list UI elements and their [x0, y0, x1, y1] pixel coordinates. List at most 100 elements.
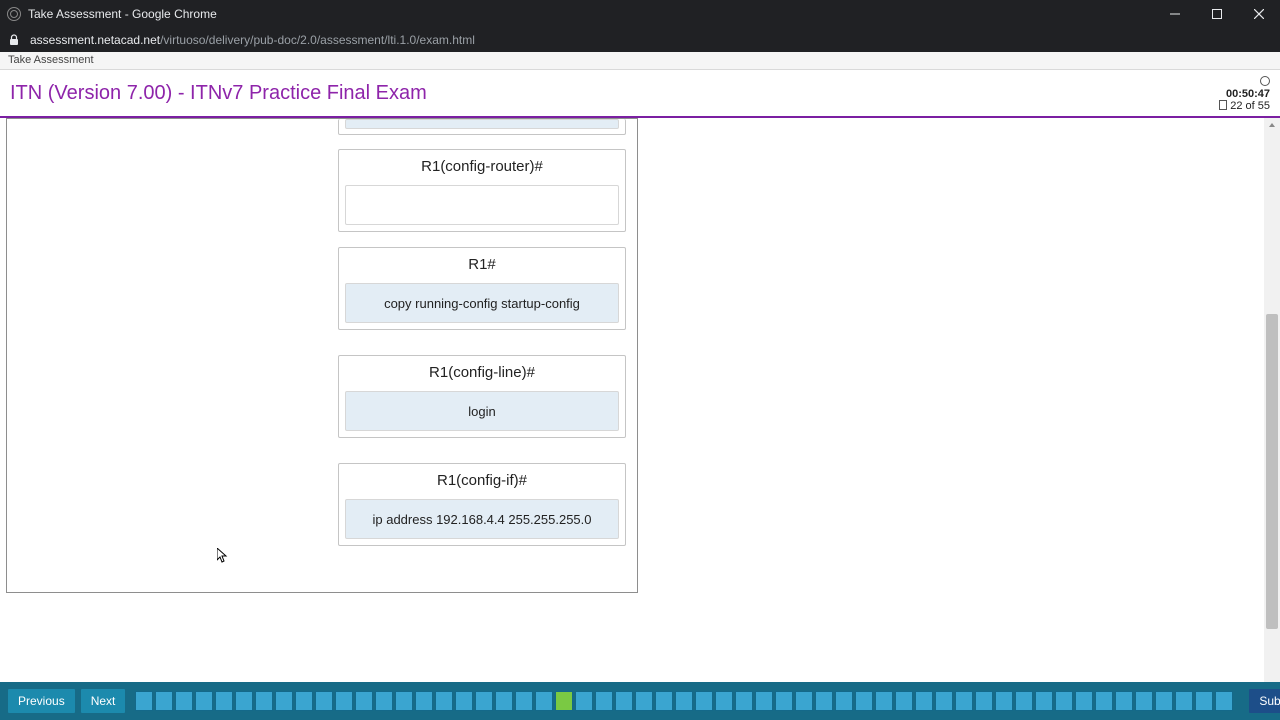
question-nav-box[interactable]: [595, 691, 613, 711]
question-box: R1(config-router)# R1# copy running-conf…: [6, 118, 638, 593]
question-nav-box[interactable]: [855, 691, 873, 711]
question-nav-box[interactable]: [615, 691, 633, 711]
question-nav-box[interactable]: [355, 691, 373, 711]
question-nav-box[interactable]: [1055, 691, 1073, 711]
scroll-up-icon[interactable]: [1264, 118, 1280, 132]
question-nav-box[interactable]: [875, 691, 893, 711]
question-nav-box[interactable]: [695, 691, 713, 711]
question-nav-box[interactable]: [935, 691, 953, 711]
scrollbar[interactable]: [1264, 118, 1280, 682]
question-nav-box[interactable]: [375, 691, 393, 711]
question-nav-box[interactable]: [835, 691, 853, 711]
slot-prompt: R1(config-if)#: [339, 464, 625, 499]
exam-navbar: Previous Next Submit: [0, 682, 1280, 720]
question-nav-box[interactable]: [635, 691, 653, 711]
question-nav-box[interactable]: [735, 691, 753, 711]
question-nav-box[interactable]: [175, 691, 193, 711]
doc-icon: [1219, 100, 1227, 110]
slot-prompt: R1(config-router)#: [339, 150, 625, 185]
address-bar[interactable]: assessment.netacad.net/virtuoso/delivery…: [0, 28, 1280, 52]
question-nav-box[interactable]: [455, 691, 473, 711]
drop-slot[interactable]: R1(config-line)# login: [338, 355, 626, 438]
question-nav-box[interactable]: [675, 691, 693, 711]
drop-target[interactable]: copy running-config startup-config: [345, 283, 619, 323]
drop-target[interactable]: [345, 185, 619, 225]
question-nav-box[interactable]: [815, 691, 833, 711]
question-nav-box[interactable]: [975, 691, 993, 711]
question-nav-box[interactable]: [775, 691, 793, 711]
drop-slot[interactable]: R1(config-router)#: [338, 149, 626, 232]
slot-answer: copy running-config startup-config: [384, 296, 580, 311]
question-nav-box[interactable]: [1015, 691, 1033, 711]
question-nav-box[interactable]: [655, 691, 673, 711]
question-nav-box[interactable]: [435, 691, 453, 711]
slot-answer: ip address 192.168.4.4 255.255.255.0: [372, 512, 591, 527]
lock-icon: [8, 34, 20, 46]
slot-prompt: R1(config-line)#: [339, 356, 625, 391]
question-nav-box[interactable]: [335, 691, 353, 711]
submit-button[interactable]: Submit: [1249, 689, 1280, 713]
question-nav-box[interactable]: [255, 691, 273, 711]
question-nav-box[interactable]: [395, 691, 413, 711]
question-nav-box[interactable]: [955, 691, 973, 711]
url-path: /virtuoso/delivery/pub-doc/2.0/assessmen…: [160, 33, 475, 47]
question-nav-box[interactable]: [515, 691, 533, 711]
question-nav-box[interactable]: [275, 691, 293, 711]
slot-answer: login: [468, 404, 495, 419]
question-nav-box[interactable]: [295, 691, 313, 711]
drop-slot[interactable]: R1# copy running-config startup-config: [338, 247, 626, 330]
question-nav-box[interactable]: [1195, 691, 1213, 711]
question-nav-box[interactable]: [135, 691, 153, 711]
question-nav-box[interactable]: [415, 691, 433, 711]
question-nav-box[interactable]: [315, 691, 333, 711]
question-nav-box[interactable]: [895, 691, 913, 711]
question-nav-box[interactable]: [1035, 691, 1053, 711]
question-nav-box[interactable]: [475, 691, 493, 711]
next-button[interactable]: Next: [81, 689, 126, 713]
question-nav-box[interactable]: [1215, 691, 1233, 711]
drop-slot[interactable]: R1(config-if)# ip address 192.168.4.4 25…: [338, 463, 626, 546]
question-nav-box[interactable]: [215, 691, 233, 711]
question-nav-box[interactable]: [235, 691, 253, 711]
question-nav-box[interactable]: [715, 691, 733, 711]
drop-target[interactable]: login: [345, 391, 619, 431]
question-nav-box[interactable]: [755, 691, 773, 711]
maximize-button[interactable]: [1196, 0, 1238, 28]
exam-timer: 00:50:47: [1219, 88, 1270, 100]
favicon-icon: [7, 7, 21, 21]
question-nav-box[interactable]: [1155, 691, 1173, 711]
close-button[interactable]: [1238, 0, 1280, 28]
question-nav-box[interactable]: [1075, 691, 1093, 711]
window-titlebar: Take Assessment - Google Chrome: [0, 0, 1280, 28]
clock-icon: [1260, 76, 1270, 86]
question-nav-box[interactable]: [195, 691, 213, 711]
drop-target[interactable]: [345, 119, 619, 129]
question-grid: [135, 691, 1233, 711]
question-nav-box[interactable]: [915, 691, 933, 711]
question-nav-box[interactable]: [1115, 691, 1133, 711]
content-stage: R1(config-router)# R1# copy running-conf…: [0, 118, 1280, 682]
question-nav-box[interactable]: [795, 691, 813, 711]
exam-meta: 00:50:47 22 of 55: [1219, 74, 1270, 112]
question-nav-box[interactable]: [1175, 691, 1193, 711]
window-title: Take Assessment - Google Chrome: [28, 7, 1154, 21]
drop-slot[interactable]: [338, 119, 626, 135]
question-nav-box[interactable]: [1095, 691, 1113, 711]
exam-header: ITN (Version 7.00) - ITNv7 Practice Fina…: [0, 70, 1280, 118]
cursor-icon: [217, 548, 229, 564]
exam-title: ITN (Version 7.00) - ITNv7 Practice Fina…: [10, 82, 427, 105]
scrollbar-thumb[interactable]: [1266, 314, 1278, 629]
question-nav-box[interactable]: [555, 691, 573, 711]
drop-target[interactable]: ip address 192.168.4.4 255.255.255.0: [345, 499, 619, 539]
question-nav-box[interactable]: [535, 691, 553, 711]
question-nav-box[interactable]: [1135, 691, 1153, 711]
question-nav-box[interactable]: [575, 691, 593, 711]
minimize-button[interactable]: [1154, 0, 1196, 28]
question-nav-box[interactable]: [495, 691, 513, 711]
page-tab-label: Take Assessment: [0, 52, 1280, 70]
previous-button[interactable]: Previous: [8, 689, 75, 713]
question-nav-box[interactable]: [155, 691, 173, 711]
question-nav-box[interactable]: [995, 691, 1013, 711]
exam-progress: 22 of 55: [1230, 100, 1270, 112]
slot-prompt: R1#: [339, 248, 625, 283]
